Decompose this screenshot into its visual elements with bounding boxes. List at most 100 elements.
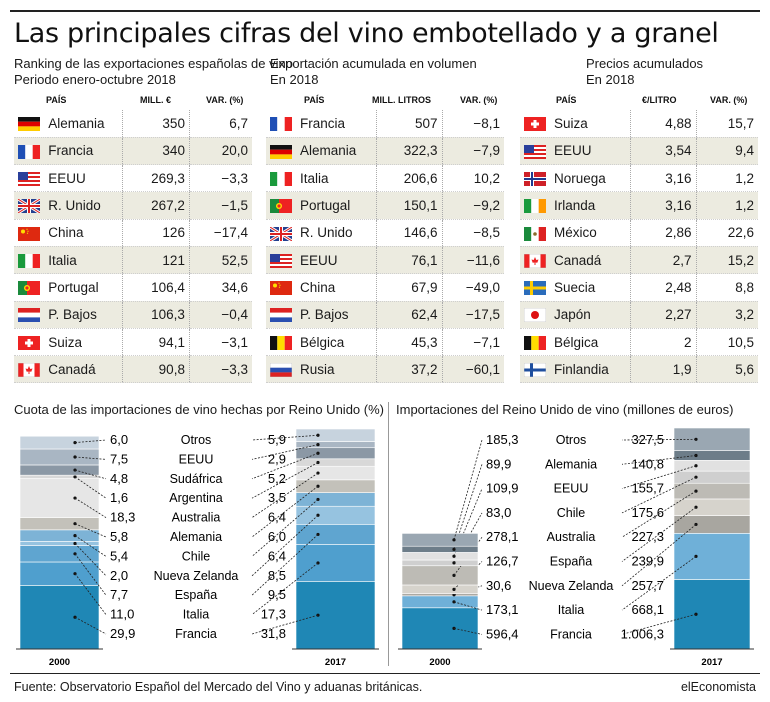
table-row: Noruega 3,16 1,2 bbox=[520, 164, 758, 193]
portugal-flag-icon bbox=[270, 199, 292, 214]
bar-segment bbox=[295, 505, 376, 525]
table-row: Alemania 350 6,7 bbox=[14, 110, 252, 138]
table-row: Bélgica 45,3 −7,1 bbox=[266, 328, 504, 357]
flag-cell bbox=[14, 328, 49, 357]
table1-subtitle-line1: Ranking de las exportaciones españolas d… bbox=[14, 56, 293, 71]
data-label-right: 17,3 bbox=[261, 607, 286, 622]
country-name: P. Bajos bbox=[300, 301, 376, 329]
country-name: Italia bbox=[48, 246, 123, 275]
country-name: Portugal bbox=[48, 273, 123, 302]
brand-logo: elEconomista bbox=[680, 680, 756, 694]
bar-segment bbox=[673, 450, 751, 461]
leader-line bbox=[74, 456, 107, 460]
flag-cell bbox=[266, 246, 300, 275]
variation-cell: −8,1 bbox=[441, 110, 504, 138]
value-cell: 322,3 bbox=[375, 137, 442, 166]
country-name: Suiza bbox=[48, 328, 123, 357]
leader-line bbox=[453, 601, 483, 611]
france-flag-icon bbox=[270, 117, 292, 132]
flag-cell bbox=[520, 137, 554, 166]
value-cell: 150,1 bbox=[375, 191, 442, 220]
value-cell: 67,9 bbox=[375, 273, 442, 302]
table2-subtitle-line2: En 2018 bbox=[270, 72, 319, 87]
table-row: México 2,86 22,6 bbox=[520, 219, 758, 247]
bar-segment bbox=[673, 579, 751, 650]
country-name: Suecia bbox=[554, 273, 630, 302]
source-note: Fuente: Observatorio Español del Mercado… bbox=[14, 680, 423, 694]
series-name: Francia bbox=[175, 627, 217, 641]
data-label-left: 89,9 bbox=[486, 456, 511, 471]
japan-flag-icon bbox=[524, 308, 546, 323]
country-name: Francia bbox=[300, 110, 376, 138]
value-cell: 2 bbox=[629, 328, 696, 357]
leader-dot bbox=[452, 538, 456, 542]
table1-subtitle: Ranking de las exportaciones españolas d… bbox=[14, 56, 293, 88]
series-name: Sudáfrica bbox=[170, 472, 223, 486]
variation-cell: 22,6 bbox=[695, 219, 758, 247]
data-label-right: 3,5 bbox=[268, 490, 286, 505]
table-row: R. Unido 146,6 −8,5 bbox=[266, 219, 504, 247]
variation-cell: 6,7 bbox=[188, 110, 252, 138]
table2-header-value: MILL. LITROS bbox=[372, 95, 431, 105]
leader-line bbox=[74, 476, 107, 499]
country-name: México bbox=[554, 219, 630, 247]
series-name: España bbox=[550, 555, 592, 569]
table-row: EEUU 76,1 −11,6 bbox=[266, 246, 504, 275]
flag-cell bbox=[14, 219, 49, 247]
variation-cell: 10,2 bbox=[441, 164, 504, 193]
flag-cell bbox=[266, 164, 300, 193]
leader-line bbox=[74, 469, 107, 480]
leader-line bbox=[251, 472, 319, 518]
country-name: Irlanda bbox=[554, 191, 630, 220]
usa-flag-icon bbox=[270, 253, 292, 268]
data-label-right: 8,5 bbox=[268, 568, 286, 583]
data-label-right: 239,9 bbox=[631, 554, 664, 569]
value-cell: 126 bbox=[122, 219, 190, 247]
variation-cell: −17,4 bbox=[188, 219, 252, 247]
netherlands-flag-icon bbox=[18, 308, 40, 323]
bar-segment bbox=[19, 545, 100, 563]
leader-line bbox=[251, 499, 319, 557]
italy-flag-icon bbox=[270, 171, 292, 186]
series-name: Francia bbox=[550, 627, 592, 641]
flag-cell bbox=[266, 355, 300, 384]
category-label: 2017 bbox=[325, 657, 346, 668]
flag-cell bbox=[14, 137, 49, 166]
data-label-left: 173,1 bbox=[486, 602, 519, 617]
country-name: Japón bbox=[554, 301, 630, 329]
variation-cell: 1,2 bbox=[695, 164, 758, 193]
usa-flag-icon bbox=[18, 171, 40, 186]
value-cell: 4,88 bbox=[629, 110, 696, 138]
table-row: Portugal 106,4 34,6 bbox=[14, 273, 252, 302]
bar-segment bbox=[19, 435, 100, 450]
flag-cell bbox=[14, 191, 49, 220]
china-flag-icon bbox=[18, 226, 40, 241]
leader-line bbox=[621, 476, 697, 514]
flag-cell bbox=[14, 110, 49, 138]
table-row: Francia 340 20,0 bbox=[14, 137, 252, 166]
bar-segment bbox=[673, 515, 751, 534]
variation-cell: −8,5 bbox=[441, 219, 504, 247]
leader-line bbox=[621, 613, 697, 635]
series-name: Australia bbox=[547, 530, 596, 544]
value-cell: 206,6 bbox=[375, 164, 442, 193]
variation-cell: −7,1 bbox=[441, 328, 504, 357]
series-name: Alemania bbox=[545, 457, 597, 471]
series-name: Chile bbox=[182, 549, 211, 563]
table1-exports-value: Alemania 350 6,7 Francia 340 20,0 EEUU 269,3 −3,… bbox=[14, 110, 252, 384]
data-label-left: 7,5 bbox=[110, 451, 128, 466]
leader-line bbox=[74, 553, 107, 596]
flag-cell bbox=[520, 355, 554, 384]
country-name: EEUU bbox=[300, 246, 376, 275]
bar-segment bbox=[673, 498, 751, 516]
flag-cell bbox=[14, 164, 49, 193]
variation-cell: 20,0 bbox=[188, 137, 252, 166]
italy-flag-icon bbox=[18, 253, 40, 268]
leader-line bbox=[74, 535, 107, 557]
russia-flag-icon bbox=[270, 363, 292, 378]
country-name: Portugal bbox=[300, 191, 376, 220]
china-flag-icon bbox=[270, 281, 292, 296]
flag-cell bbox=[266, 219, 300, 247]
series-name: Italia bbox=[558, 603, 584, 617]
data-label-left: 2,0 bbox=[110, 568, 128, 583]
